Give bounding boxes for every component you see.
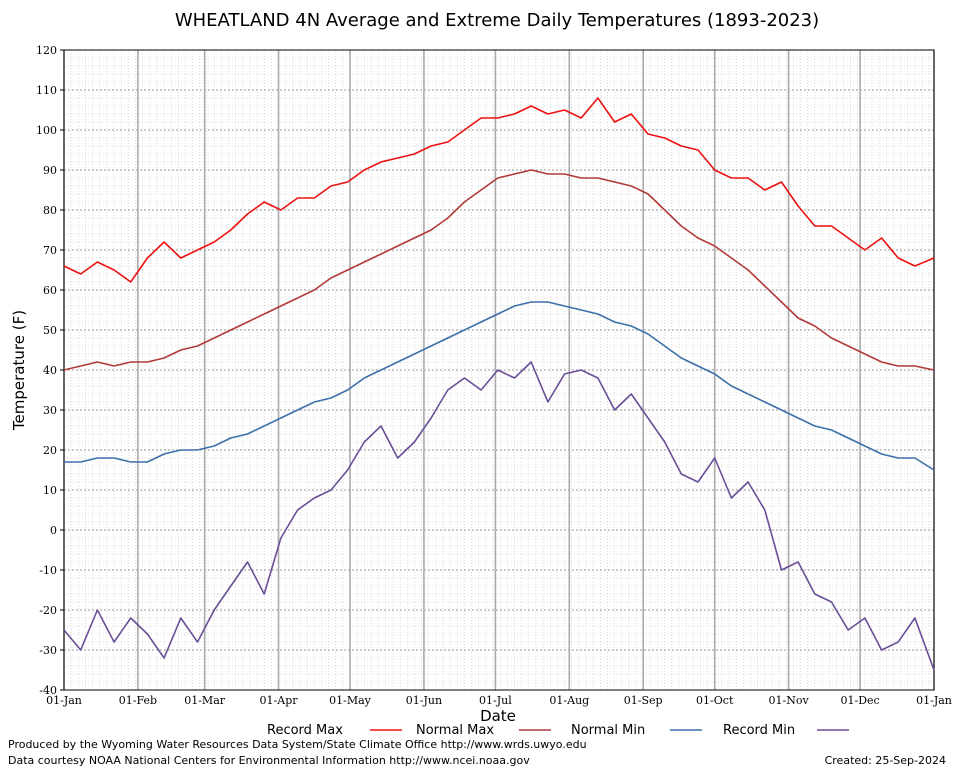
series-line-record-max bbox=[63, 97, 935, 283]
y-tick-label: 50 bbox=[43, 324, 57, 337]
y-tick-label: 0 bbox=[50, 524, 57, 537]
y-tick-label: 70 bbox=[43, 244, 57, 257]
x-tick-label: 01-Jul bbox=[479, 694, 512, 707]
x-axis-title: Date bbox=[480, 707, 516, 725]
footer-credit-noaa: Data courtesy NOAA National Centers for … bbox=[8, 754, 530, 767]
y-tick-label: -40 bbox=[39, 684, 57, 697]
legend-label-record-max: Record Max bbox=[267, 723, 343, 738]
y-tick-label: 120 bbox=[36, 44, 57, 57]
y-tick-label: 20 bbox=[43, 444, 57, 457]
x-tick-label: 01-Jun bbox=[406, 694, 442, 707]
y-axis-title: Temperature (F) bbox=[10, 310, 28, 431]
x-tick-label: 01-Dec bbox=[841, 694, 880, 707]
y-tick-label: 110 bbox=[36, 84, 57, 97]
y-axis-ticks: -40 -30 -20 -10 0 10 20 30 40 50 60 70 80 90 100 110 120 bbox=[36, 44, 64, 697]
x-tick-label: 01-Sep bbox=[624, 694, 663, 707]
legend: Record Max Normal Max Normal Min Record … bbox=[267, 723, 849, 738]
x-tick-label: 01-May bbox=[329, 694, 372, 707]
y-tick-label: 100 bbox=[36, 124, 57, 137]
x-tick-label: 01-Jan bbox=[916, 694, 952, 707]
legend-label-normal-max: Normal Max bbox=[416, 723, 494, 738]
y-tick-label: -10 bbox=[39, 564, 57, 577]
y-tick-label: -20 bbox=[39, 604, 57, 617]
footer-created-date: Created: 25-Sep-2024 bbox=[824, 754, 946, 767]
series-line-normal-min bbox=[64, 301, 935, 471]
y-tick-label: 90 bbox=[43, 164, 57, 177]
legend-label-record-min: Record Min bbox=[723, 723, 795, 738]
series-lines bbox=[63, 97, 935, 671]
y-tick-label: 80 bbox=[43, 204, 57, 217]
chart-title: WHEATLAND 4N Average and Extreme Daily T… bbox=[175, 10, 819, 31]
legend-label-normal-min: Normal Min bbox=[571, 723, 645, 738]
x-tick-label: 01-Nov bbox=[769, 694, 810, 707]
series-line-normal-max bbox=[63, 169, 935, 371]
x-tick-label: 01-Mar bbox=[184, 694, 226, 707]
y-tick-label: 30 bbox=[43, 404, 57, 417]
y-tick-label: 60 bbox=[43, 284, 57, 297]
y-tick-label: 10 bbox=[43, 484, 57, 497]
x-tick-label: 01-Oct bbox=[696, 694, 734, 707]
plot-area bbox=[63, 49, 935, 691]
x-axis-ticks: 01-Jan 01-Feb 01-Mar 01-Apr 01-May 01-Jun 01-J… bbox=[46, 694, 952, 707]
x-tick-label: 01-Feb bbox=[119, 694, 157, 707]
x-tick-label: 01-Aug bbox=[549, 694, 589, 707]
y-tick-label: 40 bbox=[43, 364, 57, 377]
y-tick-label: -30 bbox=[39, 644, 57, 657]
footer-credit-wrds: Produced by the Wyoming Water Resources … bbox=[8, 738, 587, 751]
series-line-record-min bbox=[63, 361, 935, 671]
x-tick-label: 01-Jan bbox=[46, 694, 82, 707]
x-tick-label: 01-Apr bbox=[260, 694, 299, 707]
